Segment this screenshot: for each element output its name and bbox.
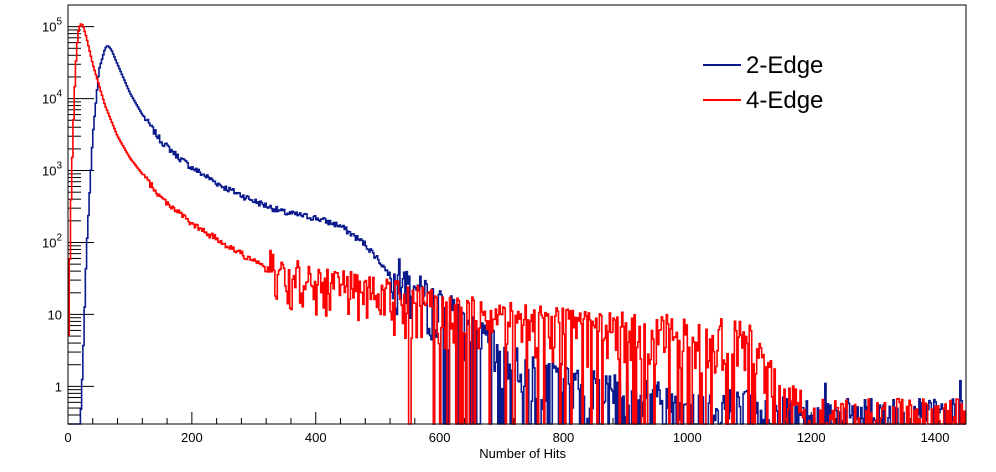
y-tick-label: 10 bbox=[48, 307, 62, 322]
x-tick-label: 0 bbox=[64, 430, 71, 445]
y-tick-label: 102 bbox=[42, 232, 62, 250]
y-tick-labels: 1 10 102 103 104 105 bbox=[42, 17, 62, 395]
legend-label-4-edge: 4-Edge bbox=[746, 87, 823, 114]
legend-label-2-edge: 2-Edge bbox=[746, 52, 823, 79]
y-tick-label: 104 bbox=[42, 89, 62, 107]
x-tick-label: 800 bbox=[553, 430, 575, 445]
series-4-edge bbox=[68, 23, 966, 425]
x-tick-label: 200 bbox=[181, 430, 203, 445]
x-tick-label: 1400 bbox=[921, 430, 950, 445]
x-tick-label: 1200 bbox=[797, 430, 826, 445]
y-tick-label: 1 bbox=[55, 379, 62, 394]
x-tick-label: 600 bbox=[429, 430, 451, 445]
x-tick-label: 400 bbox=[305, 430, 327, 445]
legend: 2-Edge 4-Edge bbox=[703, 52, 823, 114]
plot-frame bbox=[67, 4, 967, 425]
x-tick-label: 1000 bbox=[673, 430, 702, 445]
y-tick-label: 103 bbox=[42, 161, 62, 179]
x-tick-labels: 0 200 400 600 800 1000 1200 1400 bbox=[64, 430, 949, 445]
y-tick-label: 105 bbox=[42, 17, 62, 35]
x-axis-title: Number of Hits bbox=[479, 446, 566, 461]
